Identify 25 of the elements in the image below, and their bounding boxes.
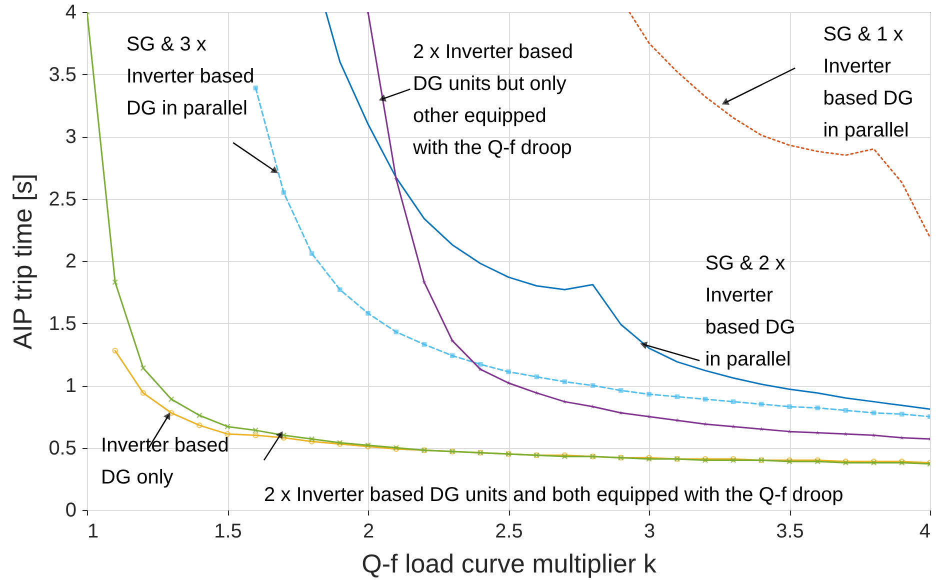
series-label: SG & 3 x Inverter based DG in parallel — [126, 33, 254, 120]
y-tick-label: 2.5 — [48, 188, 76, 210]
x-axis-title: Q-f load curve multiplier k — [362, 548, 658, 578]
y-tick-label: 3 — [65, 126, 76, 148]
y-axis-title: AIP trip time [s] — [8, 174, 38, 350]
series-label: Inverter based DG only — [101, 434, 229, 488]
x-tick-label: 1.5 — [214, 520, 242, 542]
x-tick-label: 3 — [644, 520, 656, 542]
series-label: SG & 1 x Inverter based DG in parallel — [823, 23, 914, 142]
y-tick-label: 0.5 — [48, 437, 76, 460]
x-tick-label: 1 — [88, 520, 99, 542]
y-tick-label: 2 — [65, 250, 76, 272]
y-tick-label: 0 — [65, 500, 76, 522]
y-tick-label: 1 — [65, 375, 76, 397]
series-label: SG & 2 x Inverter based DG in parallel — [705, 252, 796, 371]
line-series — [628, 12, 930, 238]
y-tick-label: 1.5 — [48, 312, 76, 335]
x-tick-label: 2.5 — [495, 520, 523, 542]
series-label: 2 x Inverter based DG units and both equipped with the Q-f droop — [264, 484, 844, 506]
x-tick-label: 4 — [919, 520, 930, 542]
x-tick-label: 2 — [362, 520, 374, 542]
x-tick-label: 3.5 — [776, 520, 804, 542]
y-tick-label: 4 — [65, 2, 76, 24]
y-tick-label: 3.5 — [48, 64, 76, 86]
series-label: 2 x Inverter based DG units but only other equipped with the Q-f droop — [412, 40, 574, 159]
